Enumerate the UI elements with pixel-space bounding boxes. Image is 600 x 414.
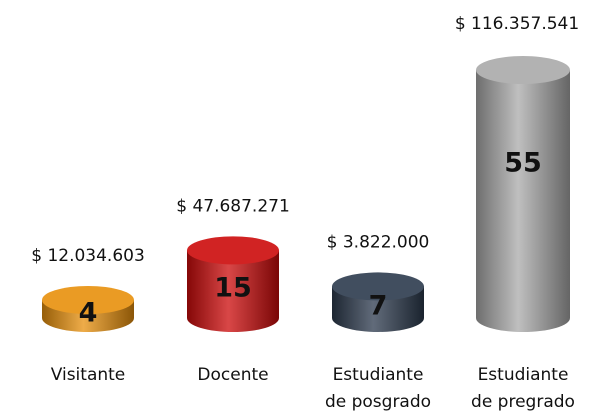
value-label: 55 xyxy=(504,148,542,179)
amount-label: $ 12.034.603 xyxy=(31,246,145,266)
cylinder-body xyxy=(187,250,279,332)
cylinder-top xyxy=(187,236,279,265)
cylinder-top xyxy=(476,56,570,84)
value-label: 15 xyxy=(214,273,252,304)
category-label: Visitante xyxy=(50,365,126,385)
category-label: Estudiante de pregrado xyxy=(471,365,575,412)
value-label: 7 xyxy=(369,291,388,322)
category-label: Estudiante de posgrado xyxy=(324,365,432,412)
cylinder-body xyxy=(476,70,570,332)
cylinder-top xyxy=(42,285,134,314)
amount-label: $ 3.822.000 xyxy=(327,232,430,252)
amount-label: $ 47.687.271 xyxy=(176,196,290,216)
category-label: Docente xyxy=(197,365,269,385)
amount-label: $ 116.357.541 xyxy=(455,14,579,34)
cylinder-top xyxy=(332,272,424,301)
value-label: 4 xyxy=(79,297,98,328)
